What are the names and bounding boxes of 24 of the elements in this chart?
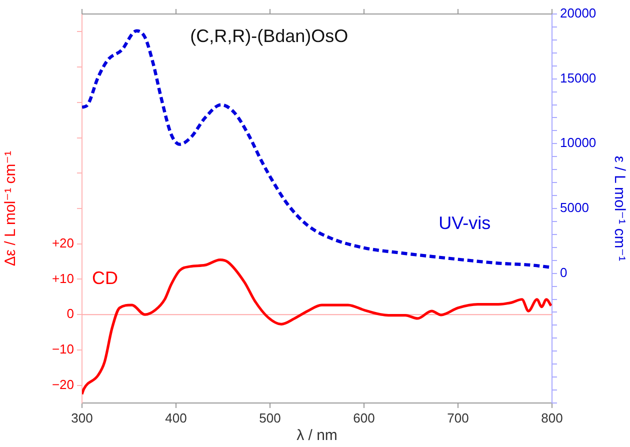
- y-tick-label: +10: [52, 270, 74, 286]
- x-tick-label: 400: [165, 410, 187, 426]
- x-tick-label: 300: [71, 410, 93, 426]
- line-series: [82, 29, 552, 269]
- y2-tick-label: 5000: [560, 200, 589, 216]
- x-axis-title: λ / nm: [296, 427, 338, 444]
- y-tick-label: −20: [52, 376, 74, 392]
- x-tick-label: 600: [353, 410, 375, 426]
- y2-tick-label: 15000: [560, 70, 596, 86]
- y2-tick-label: 10000: [560, 135, 596, 150]
- y2-tick-label: 20000: [560, 6, 596, 21]
- y-tick-label: 0: [66, 306, 74, 322]
- x-tick-label: 800: [541, 410, 563, 426]
- y2-tick-label: 0: [560, 264, 568, 280]
- y2-axis-title: ε / L mol⁻¹ cm⁻¹: [610, 156, 628, 262]
- y-tick-label: −10: [52, 342, 74, 357]
- y-tick-label: +20: [52, 235, 74, 250]
- text: (C,R,R)-(Bdan)OsO: [190, 26, 348, 46]
- x-tick-label: 700: [447, 410, 469, 426]
- x-tick-label: 500: [259, 410, 281, 426]
- series-label: UV-vis: [438, 212, 491, 233]
- line-series: [82, 258, 552, 396]
- series-label: CD: [92, 268, 118, 288]
- y-axis-title: Δε / L mol⁻¹ cm⁻¹: [2, 150, 20, 266]
